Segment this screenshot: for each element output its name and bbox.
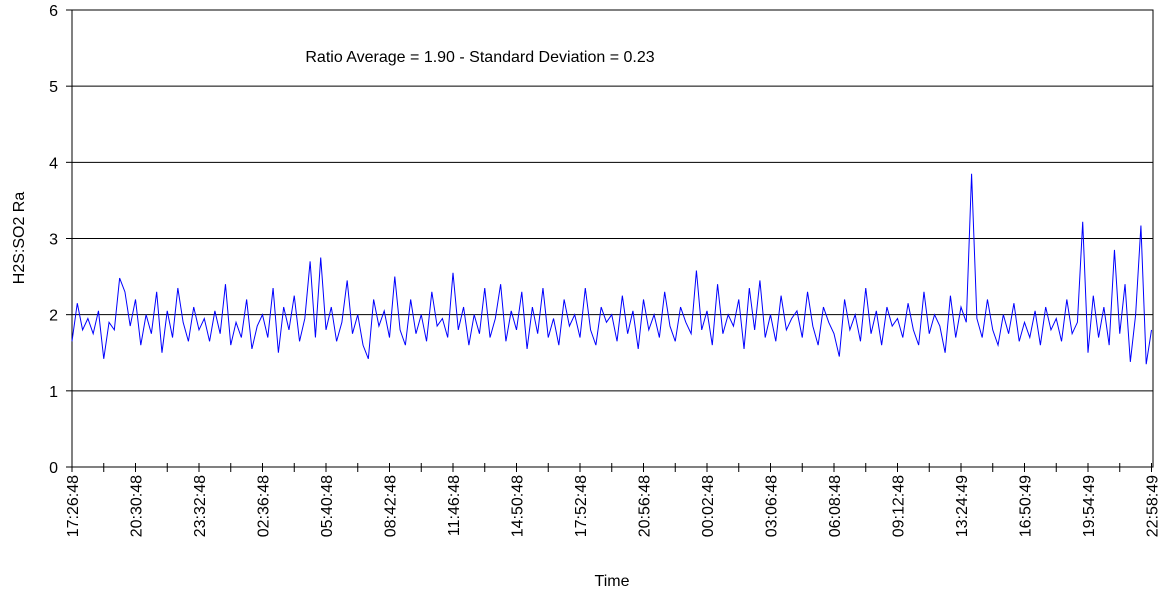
y-tick-label: 6	[49, 3, 58, 20]
x-tick-label: 20:56:48	[637, 475, 654, 537]
data-line	[71, 173, 1152, 365]
y-tick-label: 2	[49, 308, 58, 325]
x-tick-label: 20:30:48	[129, 475, 146, 537]
x-tick-label: 13:24:49	[954, 475, 971, 537]
x-tick-label: 17:26:48	[65, 475, 82, 537]
x-tick-label: 05:40:48	[319, 475, 336, 537]
y-tick-label: 1	[49, 384, 58, 401]
x-tick-label: 00:02:48	[700, 475, 717, 537]
x-tick-label: 23:32:48	[192, 475, 209, 537]
x-tick-label: 19:54:49	[1081, 475, 1098, 537]
x-axis-label: Time	[595, 573, 630, 590]
x-tick-label: 17:52:48	[573, 475, 590, 537]
x-tick-label: 09:12:48	[891, 475, 908, 537]
x-tick-label: 03:06:48	[764, 475, 781, 537]
x-tick-label: 06:08:48	[827, 475, 844, 537]
x-tick-label: 08:42:48	[383, 475, 400, 537]
annotation: Ratio Average = 1.90 - Standard Deviatio…	[305, 49, 654, 66]
y-tick-label: 3	[49, 232, 58, 249]
y-tick-label: 5	[49, 79, 58, 96]
x-tick-label: 11:46:48	[446, 475, 463, 536]
x-tick-label: 02:36:48	[256, 475, 273, 537]
y-tick-label: 4	[49, 155, 58, 172]
x-tick-label: 22:58:49	[1145, 475, 1161, 537]
y-axis-label: H2S:SO2 Ra	[11, 192, 28, 285]
y-tick-label: 0	[49, 460, 58, 477]
x-tick-label: 14:50:48	[510, 475, 527, 537]
x-tick-label: 16:50:49	[1018, 475, 1035, 537]
